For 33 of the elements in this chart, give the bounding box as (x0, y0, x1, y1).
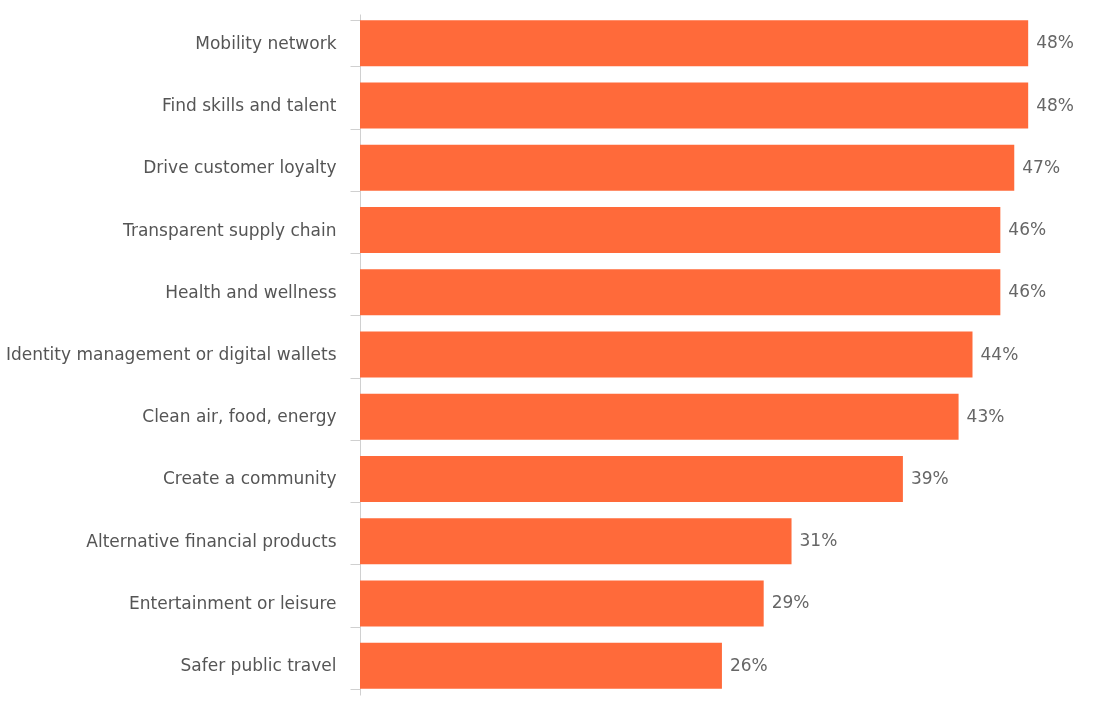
data-label: 46% (1008, 281, 1047, 302)
y-tick-label: Create a community (162, 468, 337, 489)
data-label: 46% (1008, 219, 1047, 239)
y-tick-label: Transparent supply chain (122, 219, 337, 240)
data-label: 47% (1022, 156, 1061, 177)
bar (360, 331, 973, 378)
data-label: 39% (910, 468, 949, 488)
data-label: 48% (1036, 32, 1074, 53)
y-tick-label: Entertainment or leisure (129, 592, 337, 613)
y-tick-label: Mobility network (195, 32, 337, 53)
bar (360, 455, 903, 503)
y-tick-label: Health and wellness (165, 281, 337, 302)
y-tick-label: Alternative financial products (86, 530, 337, 551)
bar (360, 206, 1001, 254)
data-label: 43% (966, 405, 1005, 426)
bar (360, 580, 764, 627)
bar (360, 20, 1029, 67)
bar (360, 269, 1001, 316)
bar (360, 144, 1015, 191)
bar (360, 82, 1029, 129)
data-label: 31% (799, 530, 838, 551)
data-label: 44% (980, 343, 1019, 364)
y-tick-label: Clean air, food, energy (142, 406, 337, 427)
y-tick-label: Drive customer loyalty (143, 157, 337, 178)
y-tick-label: Identity management or digital wallets (5, 344, 337, 364)
data-label: 48% (1036, 94, 1074, 115)
y-tick-label: Find skills and talent (162, 95, 337, 116)
bar (360, 393, 959, 440)
bar (360, 642, 722, 689)
y-tick-label: Safer public travel (180, 655, 337, 676)
data-label: 26% (729, 654, 768, 675)
data-label: 29% (771, 592, 810, 613)
bar (360, 518, 792, 565)
